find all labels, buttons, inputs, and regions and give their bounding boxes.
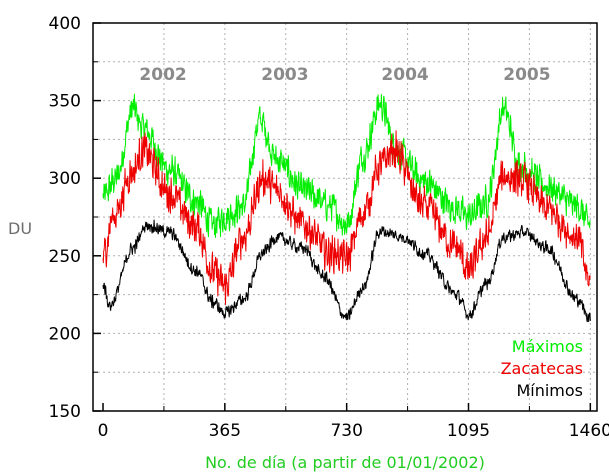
legend-entry: Zacatecas	[501, 359, 583, 378]
x-tick-label: 1095	[447, 421, 490, 441]
x-tick-label: 730	[330, 421, 362, 441]
legend: Máximos Zacatecas Mínimos	[501, 337, 583, 400]
legend-entry: Máximos	[512, 337, 583, 356]
series-layer	[102, 93, 591, 323]
y-tick-label: 350	[49, 92, 81, 112]
y-tick-label: 150	[49, 402, 81, 422]
year-label: 2002	[139, 65, 186, 85]
year-label: 2004	[381, 65, 428, 85]
x-tick-label: 0	[98, 421, 109, 441]
tick-labels: 150 200 250 300 350 400 0 365 730 1095 1460	[49, 14, 609, 441]
y-axis-label: DU	[8, 219, 32, 238]
year-annotations: 2002 2003 2004 2005	[139, 65, 550, 85]
y-tick-label: 300	[49, 169, 81, 189]
x-tick-label: 365	[209, 421, 241, 441]
y-tick-label: 250	[49, 247, 81, 267]
y-tick-label: 200	[49, 324, 81, 344]
series-line-0	[102, 93, 591, 238]
year-label: 2003	[261, 65, 308, 85]
series-line-2	[102, 219, 591, 323]
y-tick-label: 400	[49, 14, 81, 34]
axis-ticks	[93, 22, 592, 412]
x-axis-label: No. de día (a partir de 01/01/2002)	[205, 453, 485, 472]
x-tick-label: 1460	[569, 421, 609, 441]
legend-entry: Mínimos	[516, 381, 583, 400]
series-line-1	[102, 130, 591, 306]
year-label: 2005	[503, 65, 550, 85]
